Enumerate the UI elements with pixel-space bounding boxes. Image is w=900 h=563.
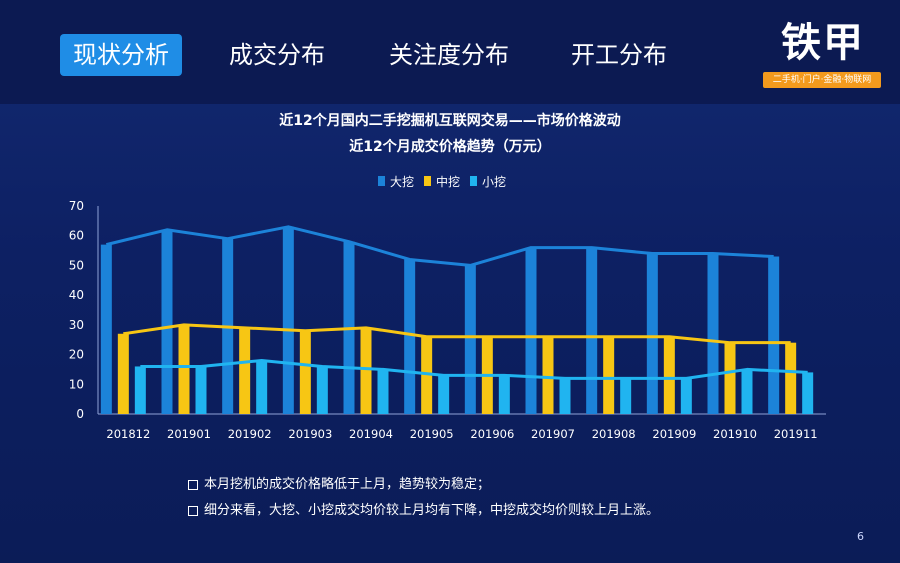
x-tick-label: 201910 bbox=[713, 427, 757, 441]
bar-small bbox=[316, 366, 328, 414]
legend-label-small: 小挖 bbox=[482, 174, 507, 189]
y-tick-label: 10 bbox=[69, 377, 84, 391]
top-navigation-bar: 现状分析 成交分布 关注度分布 开工分布 铁甲 二手机·门户·金融·物联网 bbox=[0, 0, 900, 104]
bar-small bbox=[438, 375, 450, 414]
legend-swatch-medium bbox=[424, 176, 432, 186]
logo-name: 铁甲 bbox=[781, 20, 865, 66]
tab-operation-distribution[interactable]: 开工分布 bbox=[571, 41, 667, 69]
bar-large bbox=[646, 253, 658, 414]
legend-swatch-small bbox=[470, 176, 478, 186]
bar-small bbox=[680, 378, 692, 414]
bar-medium bbox=[360, 327, 372, 414]
x-tick-label: 201901 bbox=[167, 427, 211, 441]
y-tick-label: 0 bbox=[76, 407, 84, 421]
chart-title: 近12个月成交价格趋势（万元） bbox=[349, 139, 551, 155]
trend-line-small bbox=[140, 359, 808, 380]
bar-large bbox=[100, 244, 112, 414]
bar-medium bbox=[724, 342, 736, 414]
bar-medium bbox=[117, 333, 129, 414]
legend-label-medium: 中挖 bbox=[436, 174, 461, 189]
tab-attention-distribution[interactable]: 关注度分布 bbox=[389, 41, 509, 69]
x-tick-label: 201909 bbox=[652, 427, 696, 441]
bar-small bbox=[620, 378, 632, 414]
bar-small bbox=[377, 369, 389, 414]
x-tick-label: 201908 bbox=[592, 427, 636, 441]
bar-small bbox=[802, 372, 814, 414]
bar-small bbox=[134, 366, 146, 414]
bar-medium bbox=[299, 330, 311, 414]
main-title: 近12个月国内二手挖掘机互联网交易——市场价格波动 bbox=[279, 113, 621, 129]
note-text: 细分来看，大挖、小挖成交均价较上月均有下降，中挖成交均价则较上月上涨。 bbox=[204, 503, 660, 518]
bar-medium bbox=[663, 336, 675, 414]
y-tick-label: 20 bbox=[69, 348, 84, 362]
logo: 铁甲 二手机·门户·金融·物联网 bbox=[761, 10, 885, 90]
x-tick-label: 201905 bbox=[410, 427, 454, 441]
bar-small bbox=[256, 360, 268, 414]
checkbox-icon bbox=[188, 480, 198, 490]
trend-line-large bbox=[105, 225, 774, 267]
x-tick-label: 201812 bbox=[106, 427, 150, 441]
legend-label-large: 大挖 bbox=[390, 174, 415, 189]
checkbox-icon bbox=[188, 506, 198, 516]
bar-large bbox=[768, 256, 780, 414]
x-tick-label: 201906 bbox=[470, 427, 514, 441]
legend-item-medium: 中挖 bbox=[424, 173, 460, 190]
legend-swatch-large bbox=[378, 176, 385, 186]
bar-medium bbox=[421, 336, 433, 414]
x-tick-label: 201902 bbox=[228, 427, 272, 441]
bar-medium bbox=[542, 336, 554, 414]
bar-large bbox=[525, 247, 537, 414]
bar-medium bbox=[239, 327, 251, 414]
bar-medium bbox=[178, 324, 190, 414]
page-number: 6 bbox=[857, 530, 864, 543]
trend-line-medium bbox=[123, 323, 791, 345]
bar-large bbox=[404, 259, 416, 414]
bar-medium bbox=[785, 342, 797, 414]
tab-status-analysis[interactable]: 现状分析 bbox=[60, 34, 182, 76]
chart-legend: 大挖 中挖 小挖 bbox=[378, 172, 506, 190]
notes: 本月挖机的成交价格略低于上月，趋势较为稳定； 细分来看，大挖、小挖成交均价较上月… bbox=[188, 472, 659, 524]
legend-item-large: 大挖 bbox=[378, 173, 414, 190]
legend-item-small: 小挖 bbox=[470, 173, 506, 190]
bar-large bbox=[464, 265, 476, 414]
tab-transaction-distribution[interactable]: 成交分布 bbox=[229, 41, 325, 69]
bar-small bbox=[559, 378, 571, 414]
x-tick-label: 201903 bbox=[288, 427, 332, 441]
bar-large bbox=[586, 247, 598, 414]
logo-tagline: 二手机·门户·金融·物联网 bbox=[763, 72, 881, 88]
y-tick-label: 60 bbox=[69, 229, 84, 243]
bar-small bbox=[195, 366, 207, 414]
bar-small bbox=[498, 375, 510, 414]
x-tick-label: 201904 bbox=[349, 427, 393, 441]
bar-large bbox=[282, 226, 294, 414]
y-tick-label: 30 bbox=[69, 318, 84, 332]
note-text: 本月挖机的成交价格略低于上月，趋势较为稳定； bbox=[204, 477, 491, 492]
x-tick-label: 201911 bbox=[774, 427, 818, 441]
note-item: 本月挖机的成交价格略低于上月，趋势较为稳定； bbox=[188, 472, 659, 498]
bar-large bbox=[707, 253, 719, 414]
x-tick-label: 201907 bbox=[531, 427, 575, 441]
price-trend-chart: 0 10 20 30 40 50 60 70 201812 201901 201902 201903 2… bbox=[69, 199, 826, 441]
bar-medium bbox=[603, 336, 615, 414]
y-tick-label: 50 bbox=[69, 258, 84, 272]
y-tick-label: 70 bbox=[69, 199, 84, 213]
bar-small bbox=[741, 369, 753, 414]
bar-large bbox=[161, 229, 173, 414]
y-tick-label: 40 bbox=[69, 288, 84, 302]
note-item: 细分来看，大挖、小挖成交均价较上月均有下降，中挖成交均价则较上月上涨。 bbox=[188, 498, 659, 524]
